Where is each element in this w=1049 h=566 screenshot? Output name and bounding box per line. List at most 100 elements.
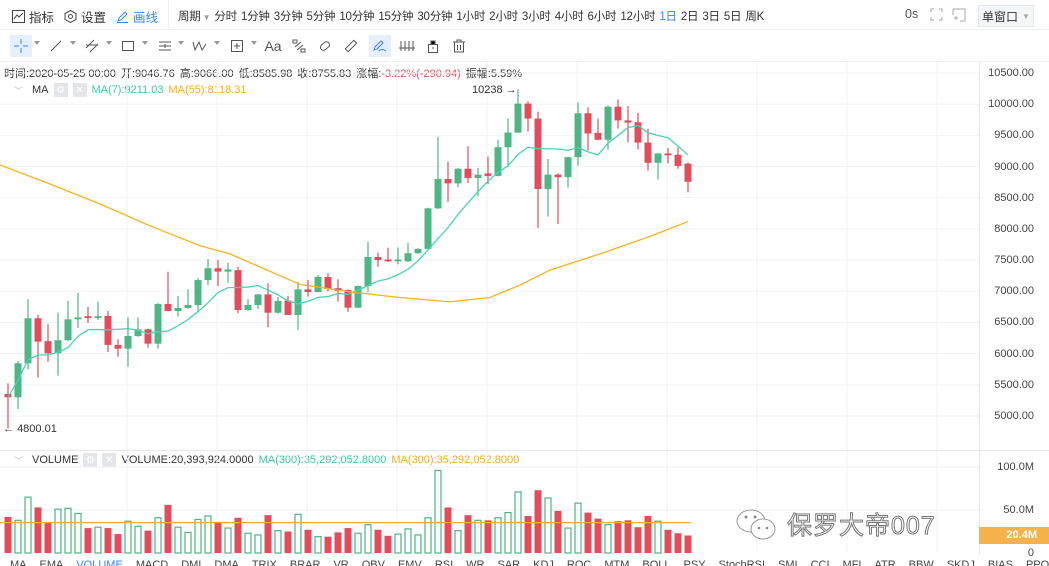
- tab-emv[interactable]: EMV: [397, 559, 422, 566]
- candle-up: [424, 208, 432, 249]
- period-15[interactable]: 3日: [702, 11, 720, 23]
- period-14[interactable]: 2日: [680, 11, 699, 23]
- tab-ppo[interactable]: PPO: [1025, 559, 1049, 566]
- ruler-tool[interactable]: [340, 35, 362, 57]
- period-2[interactable]: 3分钟: [273, 11, 303, 23]
- caret-down-icon[interactable]: [106, 41, 112, 45]
- tab-sar[interactable]: SAR: [497, 559, 521, 566]
- period-10[interactable]: 4小时: [554, 11, 584, 23]
- period-6[interactable]: 30分钟: [417, 11, 453, 23]
- measure-tool[interactable]: [226, 35, 248, 57]
- volume-bar-down: [484, 520, 492, 553]
- tab-mtm[interactable]: MTM: [604, 559, 630, 566]
- price-axis[interactable]: 10500.00 10000.00 9500.00 9000.00 8500.00 800…: [979, 62, 1049, 559]
- lock-tool[interactable]: [422, 35, 444, 57]
- settings-button[interactable]: 设置: [64, 7, 106, 26]
- horizontal-lines-tool[interactable]: [154, 35, 176, 57]
- line-tool[interactable]: [45, 35, 67, 57]
- gear-icon[interactable]: ⚙: [83, 453, 98, 467]
- gear-icon[interactable]: ⚙: [53, 83, 68, 97]
- caret-down-icon[interactable]: [34, 41, 40, 45]
- volume-bar-up: [14, 519, 22, 554]
- candle-up: [224, 269, 232, 272]
- period-9[interactable]: 3小时: [521, 11, 551, 23]
- rectangle-tool[interactable]: [117, 35, 139, 57]
- volume-bar-down: [144, 530, 152, 553]
- tab-bias[interactable]: BIAS: [987, 559, 1013, 566]
- delete-tool[interactable]: [448, 35, 470, 57]
- measure-box-icon: [231, 40, 243, 52]
- pattern-tool[interactable]: [288, 35, 310, 57]
- caret-down-icon[interactable]: [251, 41, 257, 45]
- fullscreen-icon[interactable]: [930, 8, 943, 21]
- show-hide-tool[interactable]: [396, 35, 418, 57]
- tab-kdj[interactable]: KDJ: [533, 559, 554, 566]
- tab-psy[interactable]: PSY: [683, 559, 706, 566]
- period-16[interactable]: 5日: [723, 11, 742, 23]
- caret-down-icon[interactable]: [178, 41, 184, 45]
- volume-bar-up: [314, 536, 322, 554]
- channel-tool[interactable]: [81, 35, 103, 57]
- period-4[interactable]: 10分钟: [339, 11, 375, 23]
- tab-roc[interactable]: ROC: [566, 559, 592, 566]
- caret-down-icon: ▼: [1022, 11, 1030, 21]
- tab-stochrsi[interactable]: StochRSI: [718, 559, 766, 566]
- gear-icon: [64, 10, 77, 23]
- candle-up: [184, 304, 192, 308]
- caret-down-icon[interactable]: [214, 41, 220, 45]
- tab-bbw[interactable]: BBW: [908, 559, 934, 566]
- text-tool[interactable]: Aa: [264, 38, 282, 54]
- tab-trix[interactable]: TRIX: [251, 559, 277, 566]
- tab-cci[interactable]: CCI: [810, 559, 830, 566]
- tab-skdj[interactable]: SKDJ: [946, 559, 975, 566]
- magnet-tool[interactable]: [314, 35, 336, 57]
- tab-brar[interactable]: BRAR: [289, 559, 321, 566]
- period-7[interactable]: 1小时: [456, 11, 486, 23]
- tab-dma[interactable]: DMA: [214, 559, 239, 566]
- period-11[interactable]: 6小时: [587, 11, 617, 23]
- crosshair-tool[interactable]: [10, 35, 32, 57]
- close-icon[interactable]: ✕: [72, 83, 87, 97]
- refresh-timer[interactable]: 0s: [905, 7, 919, 21]
- tab-obv[interactable]: OBV: [361, 559, 385, 566]
- collapse-chevron-icon[interactable]: ﹀: [14, 85, 24, 96]
- indicator-button[interactable]: 指标: [12, 7, 54, 26]
- volume-bar-down: [634, 527, 642, 553]
- caret-down-icon[interactable]: [70, 41, 76, 45]
- pane-divider[interactable]: [0, 450, 1049, 451]
- tab-ema[interactable]: EMA: [39, 559, 64, 566]
- collapse-chevron-icon[interactable]: ﹀: [14, 455, 24, 466]
- period-1[interactable]: 1分钟: [240, 11, 270, 23]
- period-0[interactable]: 分时: [214, 11, 237, 23]
- caret-down-icon[interactable]: [142, 41, 148, 45]
- period-3[interactable]: 5分钟: [306, 11, 336, 23]
- tab-mfi[interactable]: MFI: [842, 559, 862, 566]
- indicator-tabs: MA EMA VOLUME MACD DMI DMA TRIX BRAR VR OBV EMV RSI…: [0, 555, 1049, 566]
- tab-wr[interactable]: WR: [466, 559, 485, 566]
- period-17[interactable]: 周K: [745, 11, 765, 23]
- tab-smi[interactable]: SMI: [778, 559, 798, 566]
- tab-macd[interactable]: MACD: [135, 559, 169, 566]
- tab-ma[interactable]: MA: [10, 559, 27, 566]
- period-12[interactable]: 12小时: [620, 11, 656, 23]
- volume-bar-down: [214, 522, 222, 553]
- period-8[interactable]: 2小时: [489, 11, 518, 23]
- tab-boll[interactable]: BOLL: [642, 559, 671, 566]
- draw-button[interactable]: 画线: [116, 7, 158, 26]
- close-icon[interactable]: ✕: [102, 453, 117, 467]
- tab-vr[interactable]: VR: [333, 559, 349, 566]
- tab-volume[interactable]: VOLUME: [76, 559, 123, 566]
- tab-rsi[interactable]: RSI: [434, 559, 454, 566]
- period-dropdown[interactable]: 周期 ▼: [178, 8, 211, 24]
- draw-mode-tool[interactable]: [369, 35, 391, 57]
- tab-atr[interactable]: ATR: [874, 559, 896, 566]
- tab-dmi[interactable]: DMI: [181, 559, 202, 566]
- add-window-icon[interactable]: [952, 8, 966, 22]
- period-5[interactable]: 15分钟: [378, 11, 414, 23]
- window-mode-dropdown[interactable]: 单窗口 ▼: [978, 5, 1034, 27]
- volume-bar-down: [524, 516, 532, 553]
- fibonacci-tool[interactable]: [189, 35, 211, 57]
- period-13[interactable]: 1日: [659, 11, 677, 23]
- candle-down: [214, 268, 222, 272]
